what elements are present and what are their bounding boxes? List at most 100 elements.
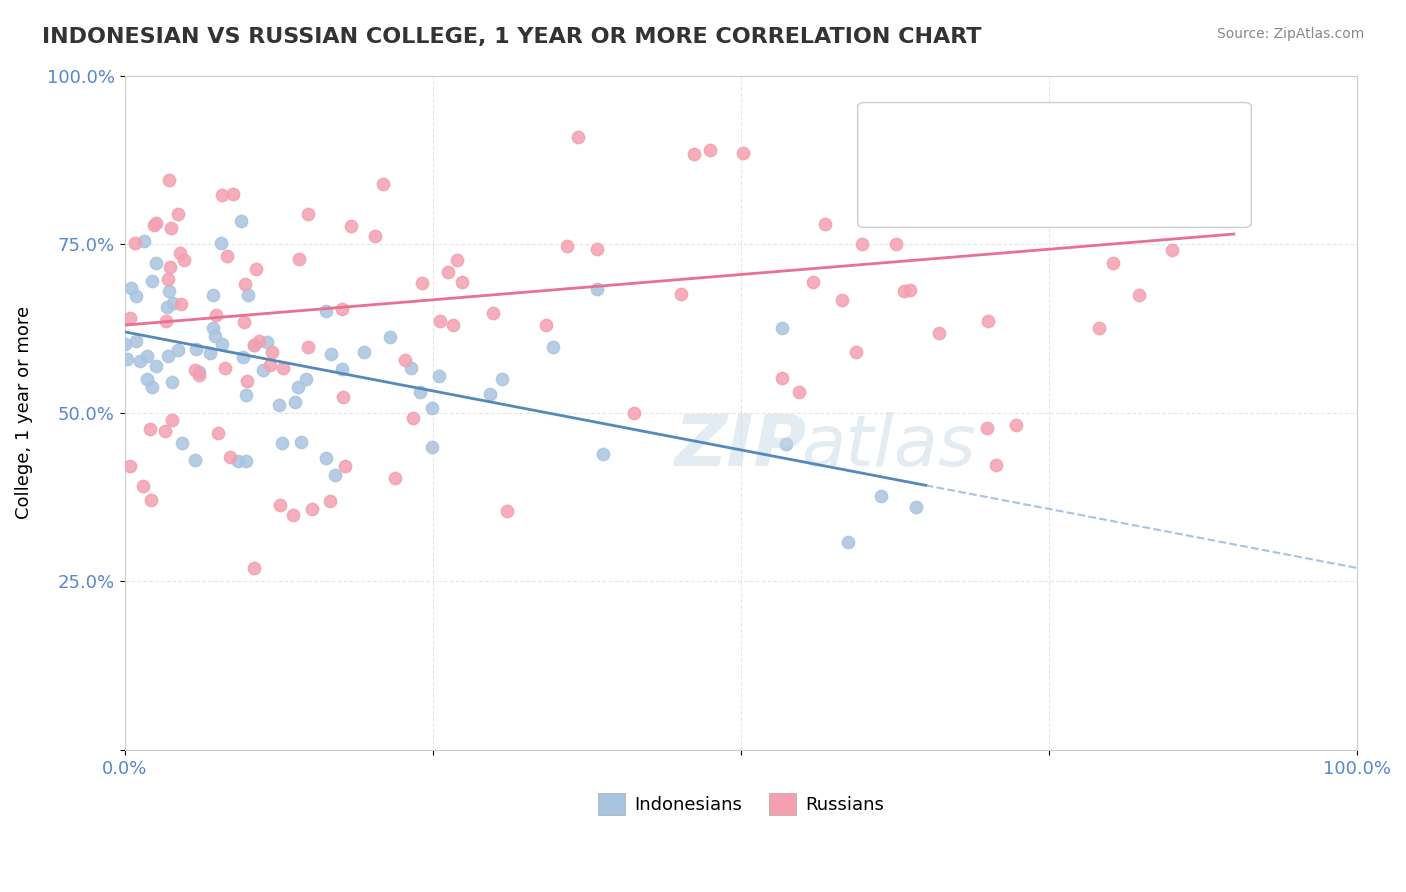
Russians [259, 358, 281, 372]
Russians [184, 363, 207, 377]
Indonesians [186, 342, 208, 356]
Russians [235, 374, 257, 388]
Russians [699, 143, 721, 157]
Russians [364, 228, 387, 243]
Indonesians [162, 296, 184, 310]
Russians [446, 252, 468, 267]
Russians [976, 420, 998, 434]
Indonesians [231, 214, 253, 228]
Russians [731, 145, 754, 160]
Russians [249, 334, 271, 348]
Indonesians [145, 359, 167, 374]
Russians [118, 311, 141, 326]
Indonesians [904, 500, 927, 515]
Indonesians [202, 288, 225, 302]
Indonesians [135, 371, 157, 385]
Russians [429, 314, 451, 328]
Indonesians [115, 352, 138, 367]
Text: INDONESIAN VS RUSSIAN COLLEGE, 1 YEAR OR MORE CORRELATION CHART: INDONESIAN VS RUSSIAN COLLEGE, 1 YEAR OR… [42, 27, 981, 46]
Russians [1088, 321, 1111, 335]
Indonesians [128, 353, 150, 368]
Russians [1161, 243, 1184, 257]
Russians [669, 286, 692, 301]
Russians [242, 338, 264, 352]
Indonesians [269, 397, 291, 411]
Indonesians [125, 334, 148, 348]
Russians [1102, 256, 1125, 270]
Russians [205, 308, 228, 322]
Indonesians [209, 236, 232, 251]
Indonesians [132, 235, 155, 249]
Russians [170, 297, 193, 311]
Russians [132, 478, 155, 492]
Indonesians [145, 256, 167, 270]
Indonesians [420, 401, 443, 415]
Russians [496, 504, 519, 518]
Indonesians [188, 365, 211, 379]
Indonesians [256, 334, 278, 349]
Russians [394, 353, 416, 368]
Indonesians [157, 284, 180, 298]
Indonesians [252, 363, 274, 377]
Russians [243, 561, 266, 575]
Russians [262, 344, 284, 359]
Russians [301, 502, 323, 516]
Indonesians [287, 379, 309, 393]
Indonesians [408, 384, 430, 399]
Russians [124, 236, 146, 251]
Indonesians [156, 300, 179, 314]
Russians [437, 265, 460, 279]
Indonesians [330, 361, 353, 376]
Russians [623, 407, 645, 421]
Russians [977, 314, 1000, 328]
Russians [1005, 417, 1028, 432]
Text: R = -0.410   N = 66: R = -0.410 N = 66 [921, 141, 1098, 159]
Russians [384, 471, 406, 485]
Russians [482, 306, 505, 320]
Indonesians [198, 345, 221, 359]
Indonesians [770, 321, 793, 335]
Russians [245, 262, 267, 277]
Russians [898, 284, 921, 298]
Russians [139, 493, 162, 508]
Russians [332, 390, 354, 404]
Indonesians [226, 454, 249, 468]
Text: R =  0.081   N = 90: R = 0.081 N = 90 [921, 186, 1097, 203]
Russians [120, 458, 142, 473]
Russians [1128, 288, 1150, 302]
Russians [884, 237, 907, 252]
Russians [893, 284, 915, 298]
Russians [534, 318, 557, 333]
Russians [683, 146, 706, 161]
Indonesians [136, 349, 159, 363]
Russians [153, 424, 176, 438]
Indonesians [491, 372, 513, 386]
Indonesians [399, 361, 422, 376]
Indonesians [290, 435, 312, 450]
Indonesians [427, 369, 450, 384]
Indonesians [353, 345, 375, 359]
Russians [233, 277, 256, 291]
Russians [160, 221, 183, 235]
Text: atlas: atlas [801, 412, 976, 481]
Russians [215, 249, 238, 263]
Russians [187, 368, 209, 383]
Indonesians [202, 320, 225, 334]
Russians [219, 450, 242, 464]
Russians [167, 207, 190, 221]
Russians [159, 260, 181, 275]
Russians [555, 239, 578, 253]
Russians [335, 458, 357, 473]
Indonesians [541, 340, 564, 354]
Indonesians [479, 387, 502, 401]
Russians [567, 130, 589, 145]
Indonesians [284, 395, 307, 409]
Indonesians [422, 440, 444, 454]
Russians [831, 293, 853, 308]
Indonesians [837, 534, 859, 549]
Russians [281, 508, 304, 523]
Y-axis label: College, 1 year or more: College, 1 year or more [15, 306, 32, 519]
Russians [211, 187, 233, 202]
Indonesians [378, 330, 401, 344]
Indonesians [160, 375, 183, 389]
